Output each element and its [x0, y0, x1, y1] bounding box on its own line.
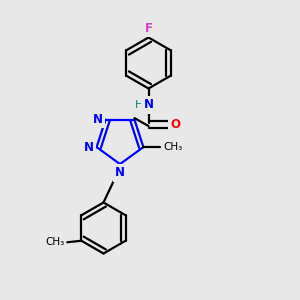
Text: N: N	[93, 113, 103, 126]
Text: N: N	[143, 98, 154, 112]
Text: N: N	[84, 141, 94, 154]
Text: F: F	[145, 22, 152, 34]
Text: H: H	[135, 100, 143, 110]
Text: CH₃: CH₃	[163, 142, 182, 152]
Text: CH₃: CH₃	[163, 142, 182, 152]
Text: N: N	[115, 167, 125, 179]
Text: CH₃: CH₃	[45, 237, 64, 247]
Text: O: O	[170, 118, 180, 131]
Text: N: N	[93, 113, 103, 126]
Text: N: N	[84, 141, 94, 154]
Text: N: N	[143, 98, 154, 112]
Text: H: H	[135, 100, 143, 110]
Text: N: N	[115, 167, 125, 179]
Text: F: F	[145, 22, 152, 34]
Text: CH₃: CH₃	[45, 237, 64, 247]
Text: O: O	[170, 118, 180, 131]
